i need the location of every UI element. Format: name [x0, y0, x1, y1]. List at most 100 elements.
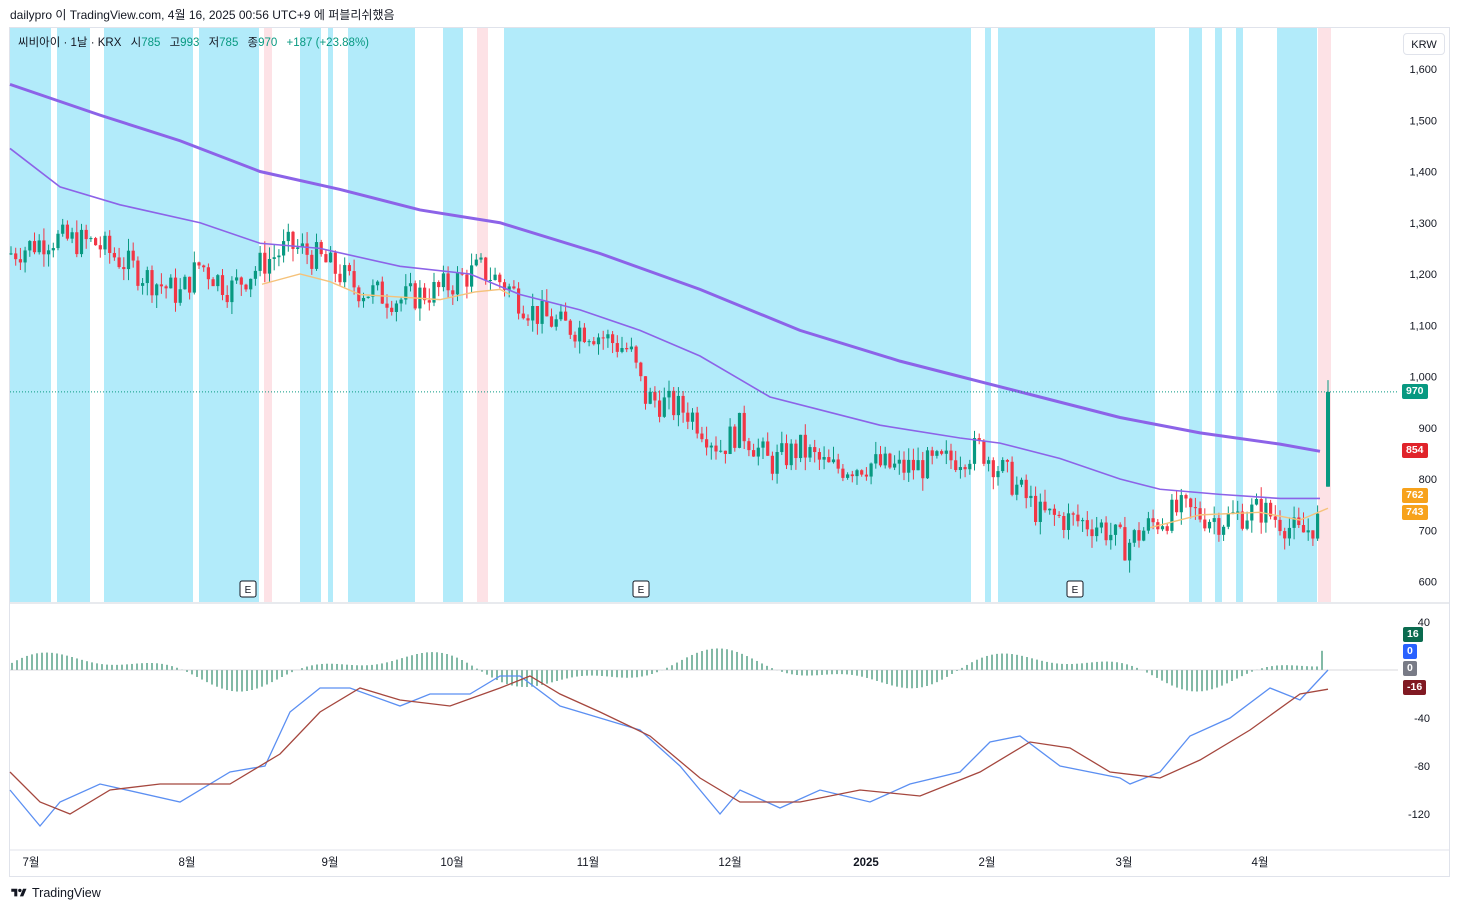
candle	[484, 257, 488, 281]
candle	[1109, 534, 1113, 541]
candle	[676, 395, 680, 416]
candle	[1132, 530, 1136, 543]
candle	[554, 319, 558, 327]
band-bullish	[348, 28, 415, 602]
candle	[488, 279, 492, 281]
candle	[1099, 522, 1103, 528]
candle	[1292, 517, 1296, 528]
time-axis-label: 3월	[1116, 856, 1133, 869]
candle	[1034, 495, 1038, 522]
candle	[930, 450, 934, 456]
symbol-legend[interactable]: 씨비아이 · 1날 · KRX 시785 고993 저785 종970 +187…	[18, 34, 369, 50]
band-bullish	[300, 28, 321, 602]
candle	[1170, 499, 1174, 531]
candle	[625, 347, 629, 350]
earnings-badge	[239, 580, 257, 598]
candle	[700, 433, 704, 440]
candle	[432, 281, 436, 303]
candle	[972, 438, 977, 464]
candle	[549, 316, 554, 327]
band-bullish	[104, 28, 193, 602]
candle	[911, 459, 915, 471]
candle	[324, 254, 328, 263]
candle	[108, 235, 112, 253]
candle	[131, 250, 135, 261]
candle	[1005, 460, 1009, 462]
candle	[75, 232, 79, 255]
oscillator-fast-line	[9, 669, 1329, 828]
band-bullish	[328, 28, 333, 602]
earnings-marker: E	[1066, 580, 1084, 598]
candle	[968, 463, 972, 470]
candle	[455, 272, 460, 295]
signal-bands	[10, 28, 1331, 602]
candle	[709, 445, 713, 448]
candle	[878, 454, 883, 466]
candle	[606, 334, 610, 339]
candle	[253, 270, 257, 279]
candle	[752, 450, 756, 457]
footer-brand[interactable]: TradingView	[10, 886, 101, 900]
candle	[1024, 479, 1028, 499]
candle	[601, 337, 605, 339]
candle	[42, 240, 46, 255]
oscillator-axis-label: -40	[1414, 713, 1430, 725]
earnings-badge	[632, 580, 650, 598]
band-bullish	[443, 28, 463, 602]
candle	[841, 468, 845, 478]
footer-brand-label: TradingView	[32, 886, 101, 900]
candle	[1085, 520, 1089, 530]
candle	[103, 235, 107, 250]
candle	[1076, 514, 1080, 522]
oscillator-slow-line	[9, 675, 1329, 815]
candle	[864, 474, 868, 477]
candle	[1326, 391, 1330, 487]
earnings-marker: E	[239, 580, 257, 598]
candle	[56, 233, 60, 249]
currency-button[interactable]: KRW	[1403, 33, 1445, 55]
candle	[235, 277, 239, 281]
candle	[535, 306, 539, 324]
ma-short-line	[261, 273, 511, 301]
candle	[1264, 502, 1268, 523]
candle	[893, 463, 897, 468]
candle	[136, 260, 140, 286]
candle	[526, 318, 530, 321]
candle	[629, 346, 633, 350]
candle	[1203, 519, 1207, 529]
candle	[987, 460, 991, 464]
change-value: +187 (+23.88%)	[286, 37, 370, 49]
candle	[1081, 520, 1085, 522]
candle	[122, 267, 126, 270]
candle	[352, 271, 356, 288]
candle	[225, 294, 229, 303]
candle	[173, 277, 178, 303]
candle	[521, 313, 525, 319]
candle	[1240, 511, 1244, 529]
candle	[846, 474, 850, 478]
band-bullish	[985, 28, 991, 602]
price-axis-label: 1,500	[1409, 115, 1437, 127]
close-label: 종	[247, 37, 259, 49]
candle	[897, 459, 901, 464]
candle	[747, 441, 751, 451]
candle	[1198, 508, 1202, 520]
candle	[517, 288, 521, 314]
earnings-label: E	[245, 585, 252, 596]
band-bullish	[10, 28, 51, 602]
candle	[23, 250, 27, 263]
candle	[399, 299, 403, 304]
candle	[51, 248, 55, 251]
earnings-label: E	[638, 585, 645, 596]
candle	[1283, 531, 1287, 539]
candle	[733, 426, 737, 448]
candle	[1137, 530, 1141, 541]
candle	[423, 287, 427, 301]
candle	[1151, 518, 1155, 523]
oscillator-tag: 16	[1403, 627, 1423, 642]
candle	[94, 238, 98, 246]
low-label: 저	[208, 37, 220, 49]
band-bullish	[504, 28, 971, 602]
candle	[794, 443, 798, 459]
